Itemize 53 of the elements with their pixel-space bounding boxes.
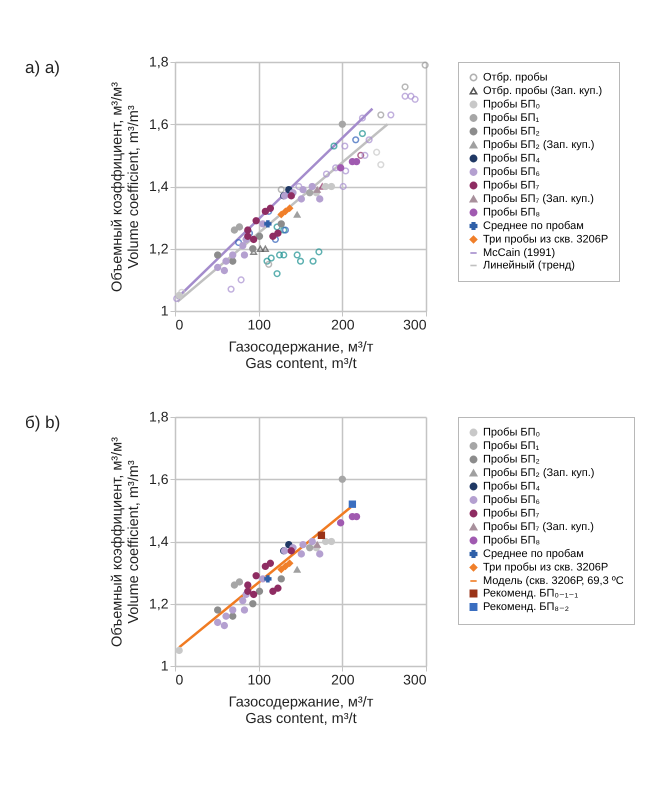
legend-label: Рекоменд. БП₀₋₁₋₁ — [483, 588, 578, 600]
y-axis-title: Объемный коэффициент, м³/м³ Volume coefficient, m³/m³ — [110, 82, 142, 292]
legend-label: Пробы БП₇ (Зап. куп.) — [483, 193, 594, 205]
y-tick-label: 1,4 — [149, 178, 169, 194]
legend-label: Три пробы из скв. 3206Р — [483, 234, 608, 246]
legend-label: McCain (1991) — [483, 247, 556, 259]
x-tick-label: 0 — [176, 672, 184, 688]
legend-label: Среднее по пробам — [483, 220, 584, 232]
legend-label: Рекоменд. БП₈₋₂ — [483, 601, 570, 613]
legend-label: Пробы БП₆ — [483, 166, 540, 178]
legend-label: Пробы БП₁ — [483, 112, 540, 124]
legend-label: Пробы БП₇ (Зап. куп.) — [483, 521, 594, 533]
legend-label: Пробы БП₀ — [483, 98, 540, 110]
chart-title: а) a) — [25, 58, 60, 77]
x-axis-title: Газосодержание, м³/т Gas content, m³/t — [228, 340, 374, 372]
legend-label: Пробы БП₂ (Зап. куп.) — [483, 467, 594, 479]
x-tick-label: 200 — [331, 316, 355, 332]
legend-label: Пробы БП₇ — [483, 180, 540, 192]
y-tick-label: 1,2 — [149, 240, 169, 256]
legend-label: Среднее по пробам — [483, 548, 584, 560]
legend-label: Пробы БП₈ — [483, 206, 540, 218]
x-tick-label: 200 — [331, 672, 355, 688]
chart-title: б) b) — [25, 413, 60, 432]
y-tick-label: 1,2 — [149, 595, 169, 612]
legend-label: Пробы БП₆ — [483, 494, 540, 506]
y-tick-label: 1,6 — [149, 470, 169, 487]
legend-label: Пробы БП₈ — [483, 534, 540, 546]
legend-label: Пробы БП₁ — [483, 440, 540, 452]
legend-label: Пробы БП₂ — [483, 454, 540, 466]
legend-label: Три пробы из скв. 3206Р — [483, 562, 608, 574]
legend-label: Модель (скв. 3206Р, 69,3 ºС — [483, 575, 624, 587]
x-tick-label: 300 — [403, 316, 427, 332]
y-tick-label: 1 — [160, 302, 169, 318]
legend-label: Пробы БП₂ (Зап. куп.) — [483, 139, 594, 151]
x-tick-label: 0 — [176, 316, 184, 332]
x-tick-label: 100 — [247, 316, 272, 332]
legend-label: Отбр. пробы (Зап. куп.) — [483, 85, 602, 97]
legend-label: Отбр. пробы — [483, 72, 548, 84]
y-tick-label: 1 — [160, 658, 169, 674]
y-tick-label: 1,8 — [149, 54, 169, 70]
legend-label: Пробы БП₄ — [483, 152, 541, 164]
legend-label: Пробы БП₄ — [483, 480, 541, 492]
y-tick-label: 1,4 — [149, 533, 169, 549]
legend-label: Пробы БП₀ — [483, 426, 540, 438]
legend-label: Пробы БП₇ — [483, 508, 540, 520]
x-axis-title: Газосодержание, м³/т Gas content, m³/t — [228, 694, 374, 727]
y-axis-title: Объемный коэффициент, м³/м³ Volume coefficient, m³/m³ — [110, 436, 142, 647]
legend-label: Линейный (тренд) — [483, 260, 575, 272]
legend-label: Пробы БП₂ — [483, 126, 540, 138]
x-tick-label: 300 — [403, 672, 427, 688]
y-tick-label: 1,8 — [149, 408, 169, 424]
y-tick-label: 1,6 — [149, 116, 169, 132]
x-tick-label: 100 — [247, 672, 272, 688]
